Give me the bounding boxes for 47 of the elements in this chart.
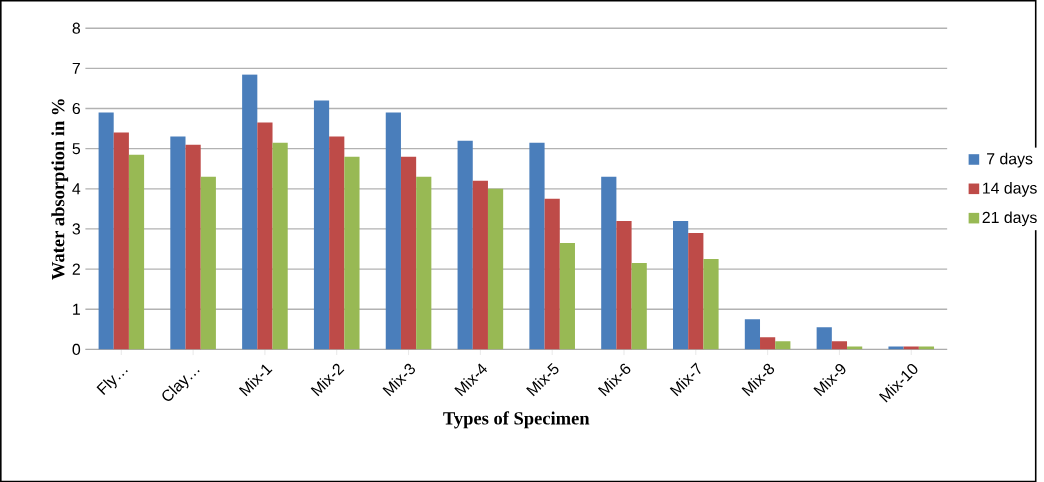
bar (385, 112, 401, 350)
bar (631, 262, 647, 350)
bar (688, 232, 704, 350)
bar (98, 112, 114, 350)
bar (185, 144, 201, 350)
y-tick-label: 3 (72, 223, 81, 235)
bar (544, 198, 560, 350)
legend-label: 7 days (987, 152, 1033, 168)
legend-label: 21 days (982, 211, 1037, 227)
bar (472, 180, 488, 350)
bar (257, 122, 273, 350)
y-tick-label: 1 (73, 303, 80, 315)
bar (329, 136, 345, 350)
bar (242, 74, 258, 350)
bar (601, 176, 617, 350)
bar (559, 242, 575, 350)
legend-label: 14 days (983, 181, 1037, 197)
bar (529, 142, 545, 350)
bar (487, 188, 504, 350)
y-tick-label: 6 (72, 102, 81, 114)
bar (673, 220, 689, 350)
bar (616, 220, 632, 350)
y-tick-label: 7 (72, 62, 80, 74)
bar (416, 176, 432, 350)
bar (744, 319, 761, 350)
bar (344, 156, 360, 350)
bar (775, 341, 791, 350)
bar (113, 132, 129, 350)
bar (272, 142, 288, 350)
y-tick-label: 4 (72, 183, 81, 195)
bar (457, 140, 473, 350)
bar (831, 341, 848, 350)
bar (816, 327, 832, 350)
x-tick-label: Fly… (96, 369, 128, 395)
bar (128, 154, 145, 350)
bar (400, 156, 417, 350)
y-axis-title: Water absorption in % (51, 99, 69, 280)
bar (313, 100, 330, 350)
y-tick-label: 2 (72, 263, 80, 275)
bar (200, 176, 216, 350)
y-tick-label: 8 (72, 22, 81, 34)
bar (760, 337, 776, 350)
y-tick-label: 0 (72, 343, 81, 355)
x-axis-title: Types of Specimen (443, 411, 590, 429)
y-tick-label: 5 (72, 142, 81, 155)
bar (703, 258, 719, 350)
bar (170, 136, 186, 350)
